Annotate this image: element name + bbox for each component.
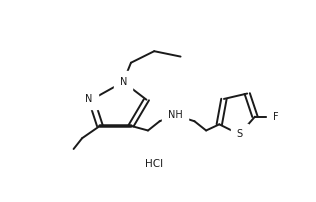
Text: NH: NH — [168, 110, 183, 120]
Text: N: N — [85, 94, 93, 104]
Text: N: N — [119, 77, 127, 87]
Text: S: S — [236, 129, 242, 139]
Text: HCl: HCl — [145, 159, 163, 169]
Text: F: F — [273, 112, 278, 122]
